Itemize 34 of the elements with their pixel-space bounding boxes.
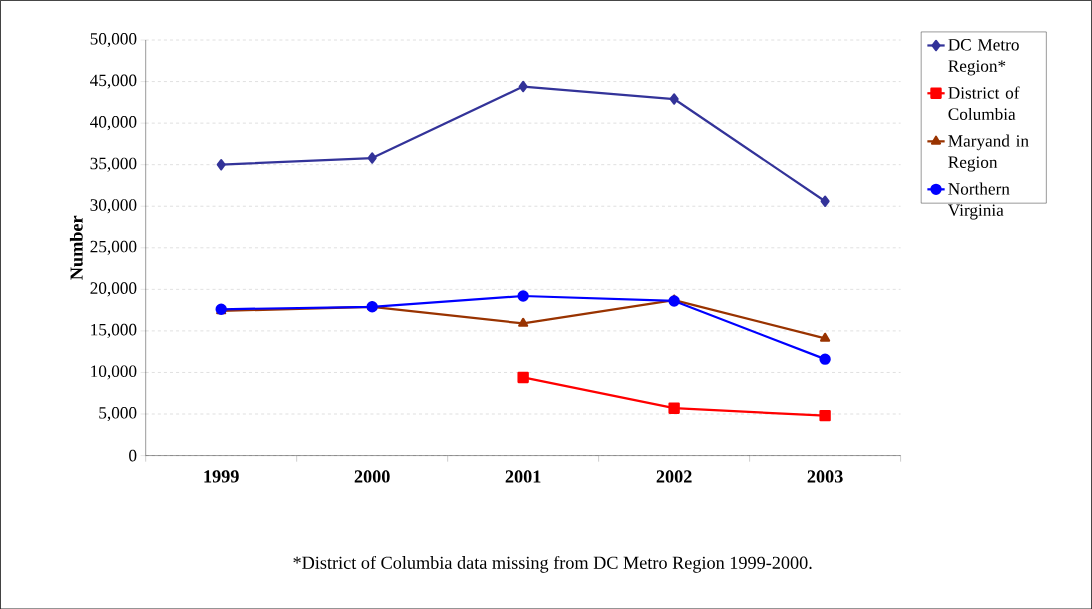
point <box>819 409 831 422</box>
legend-label: Maryand in Region <box>948 134 1029 172</box>
y-tick-label: 25,000 <box>90 240 137 255</box>
point <box>820 195 830 207</box>
y-tick-label: 45,000 <box>90 74 137 89</box>
point <box>517 371 529 383</box>
y-tick-label: 30,000 <box>90 199 137 214</box>
y-tick-label: 40,000 <box>90 115 137 130</box>
text: *District of Columbia data missing from DC Metro Region 1999-2000. <box>293 555 812 573</box>
legend-label: DC Metro Region* <box>948 38 1019 76</box>
point <box>517 290 529 302</box>
y-tick-label: 10,000 <box>91 365 137 380</box>
point <box>518 80 528 93</box>
y-tick-label: 5,000 <box>99 406 137 421</box>
point <box>669 93 679 105</box>
y-tick-label: 50,000 <box>90 32 137 47</box>
x-tick-label: 2003 <box>807 470 843 483</box>
y-axis-title: Number <box>69 215 83 280</box>
x-tick-label: 1999 <box>204 470 239 483</box>
point <box>820 332 831 342</box>
y-tick-label: 35,000 <box>90 157 137 172</box>
point <box>367 152 377 164</box>
legend-label: Northern Virginia <box>947 182 1010 220</box>
x-tick-label: 2002 <box>656 470 692 483</box>
y-tick-label: 20,000 <box>90 282 137 297</box>
y-tick-label: 0 <box>129 449 137 462</box>
legend-label: District of Columbia <box>948 86 1020 120</box>
x-tick-label: 2001 <box>505 470 541 483</box>
x-tick-label: 2000 <box>354 470 390 483</box>
point <box>518 317 529 327</box>
point <box>668 402 680 414</box>
point <box>819 353 831 365</box>
point <box>216 158 226 171</box>
y-tick-label: 15,000 <box>91 323 137 338</box>
